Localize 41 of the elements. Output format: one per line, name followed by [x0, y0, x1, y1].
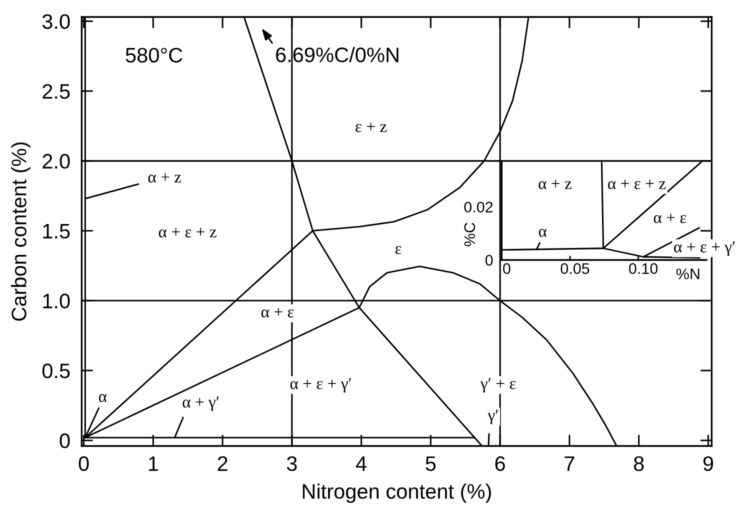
x-tick-label: 5 — [426, 456, 436, 472]
x-tick-label: 9 — [703, 456, 714, 472]
annotation: γ′ + ε — [480, 378, 516, 393]
y-tick-label: 0.5 — [42, 364, 70, 378]
annotation: γ′ — [488, 410, 498, 424]
x-tick-label: 7 — [564, 456, 574, 471]
x-tick-label: 6 — [495, 456, 505, 472]
annotation: α + ε — [654, 214, 686, 224]
annotation: 580°C — [126, 48, 182, 63]
y-tick-label: 1.5 — [43, 224, 70, 239]
annotation: α — [538, 228, 547, 237]
x-tick-label: 1 — [148, 456, 158, 471]
x-tick-label: 2 — [218, 456, 228, 471]
y-tick-label: 0 — [60, 433, 70, 448]
x-tick-label: 3 — [286, 456, 297, 472]
y-tick-label: 2.5 — [42, 84, 70, 99]
annotation: α + ε + z — [158, 228, 216, 238]
y-tick-label: 3.0 — [42, 14, 70, 29]
annotation: α + ε — [261, 308, 294, 318]
y-axis-title: %C — [464, 222, 476, 246]
annotation: α + ε + z — [608, 180, 666, 190]
x-tick-label: 0 — [78, 456, 89, 472]
x-tick-label: 0 — [503, 263, 510, 274]
y-tick-label: 1.0 — [43, 294, 70, 308]
y-axis-title: Carbon content (%) — [11, 142, 31, 321]
x-tick-label: 4 — [356, 456, 366, 471]
annotation: α + γ′ — [182, 396, 219, 412]
x-tick-label: 8 — [634, 456, 644, 472]
x-tick-label: 0.05 — [560, 263, 590, 274]
annotation: α + z — [148, 173, 182, 183]
annotation: α + z — [538, 180, 572, 190]
x-tick-label: 0.10 — [629, 263, 658, 274]
annotation: ε + z — [356, 122, 387, 132]
y-tick-label: 0.02 — [464, 202, 493, 213]
y-tick-label: 2.0 — [42, 154, 70, 169]
annotation: α + ε + γ′ — [674, 241, 735, 256]
x-axis-title: %N — [676, 268, 700, 280]
annotation: α — [98, 394, 107, 402]
x-axis-title: Nitrogen content (%) — [302, 483, 491, 503]
annotation: α + ε + γ′ — [290, 378, 352, 393]
annotation: ε — [395, 246, 402, 254]
